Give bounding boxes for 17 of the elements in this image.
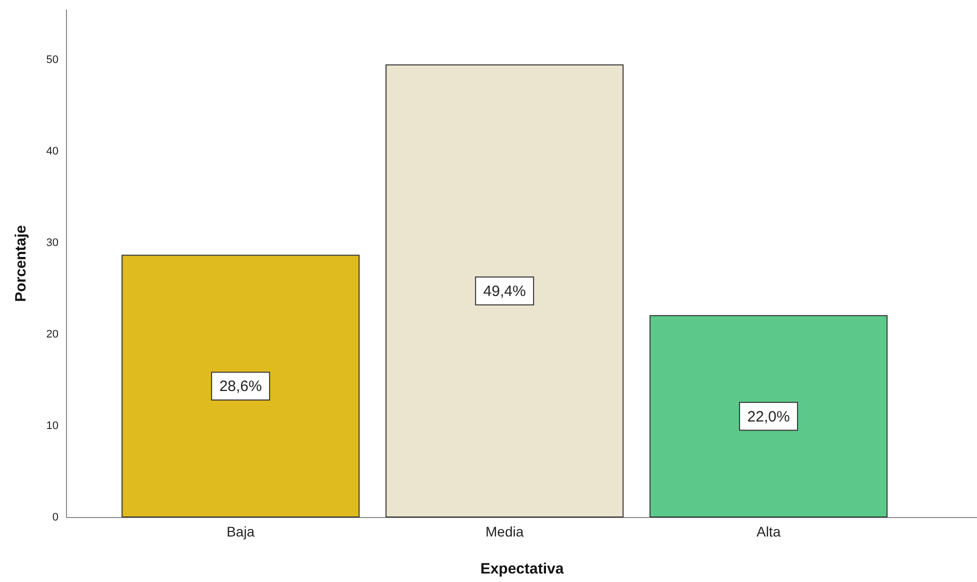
y-tick-label: 40 — [46, 145, 58, 158]
y-tick-label: 30 — [46, 236, 58, 249]
y-tick-label: 10 — [46, 420, 58, 432]
x-tick-label: Alta — [756, 524, 781, 540]
data-label: 49,4% — [483, 282, 526, 300]
y-axis-title: Porcentaje — [12, 225, 30, 302]
y-tick-label: 0 — [52, 512, 58, 524]
x-tick-label: Media — [485, 524, 524, 540]
x-tick-label: Baja — [226, 524, 255, 540]
bar — [122, 254, 360, 518]
y-tick-label: 20 — [46, 328, 58, 340]
bar — [650, 315, 888, 518]
y-tick-label: 50 — [46, 54, 58, 66]
data-label: 28,6% — [219, 378, 262, 396]
bar — [386, 64, 624, 518]
data-label: 22,0% — [747, 408, 790, 426]
x-axis-title: Expectativa — [480, 560, 564, 578]
